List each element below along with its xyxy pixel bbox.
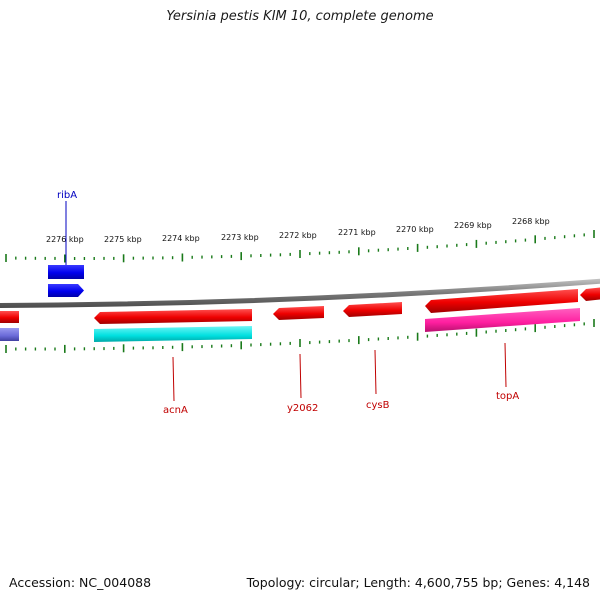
rna-features	[0, 308, 580, 342]
ribA-gene-block[interactable]	[48, 265, 84, 279]
cysB-leader-line	[374, 349, 377, 395]
topA-rna-block[interactable]	[425, 308, 580, 332]
topA-cds-arrow[interactable]	[425, 289, 578, 313]
gene-leader-lines	[65, 201, 507, 402]
scale-label: 2274 kbp	[162, 234, 200, 243]
right-edge-cds-arrow[interactable]	[580, 287, 600, 301]
scale-label: 2273 kbp	[221, 233, 259, 242]
outer-scale-ticks	[5, 230, 595, 263]
scale-labels: 2276 kbp 2275 kbp 2274 kbp 2273 kbp 2272…	[46, 217, 550, 244]
scale-label: 2269 kbp	[454, 221, 492, 230]
cysB-cds-arrow[interactable]	[343, 302, 402, 317]
reverse-strand-features	[0, 287, 600, 324]
scale-label: 2275 kbp	[104, 235, 142, 244]
left-edge-cds[interactable]	[0, 311, 19, 323]
y2062-cds-arrow[interactable]	[273, 306, 324, 320]
ribA-cds-arrow[interactable]	[48, 284, 84, 297]
scale-label: 2276 kbp	[46, 235, 84, 244]
forward-strand-features	[48, 265, 84, 297]
scale-label: 2270 kbp	[396, 225, 434, 234]
acnA-rna-block[interactable]	[94, 326, 252, 342]
scale-label: 2268 kbp	[512, 217, 550, 226]
left-edge-rna-block[interactable]	[0, 328, 19, 341]
gene-label-y2062[interactable]: y2062	[287, 403, 318, 414]
gene-label-acnA[interactable]: acnA	[163, 405, 188, 416]
genome-backbone	[0, 278, 600, 308]
genome-summary-text: Topology: circular; Length: 4,600,755 bp…	[246, 575, 590, 590]
y2062-leader-line	[299, 353, 302, 399]
topA-leader-line	[504, 342, 507, 388]
acnA-cds-arrow[interactable]	[94, 309, 252, 324]
map-title: Yersinia pestis KIM 10, complete genome	[166, 9, 434, 24]
gene-label-ribA[interactable]: ribA	[57, 190, 77, 201]
inner-scale-ticks	[5, 319, 595, 353]
scale-label: 2272 kbp	[279, 231, 317, 240]
acnA-leader-line	[172, 356, 175, 402]
scale-label: 2271 kbp	[338, 228, 376, 237]
gene-labels: ribA acnA y2062 cysB topA	[57, 190, 519, 416]
gene-label-cysB[interactable]: cysB	[366, 400, 390, 411]
accession-text: Accession: NC_004088	[9, 575, 152, 590]
gene-label-topA[interactable]: topA	[496, 391, 519, 402]
